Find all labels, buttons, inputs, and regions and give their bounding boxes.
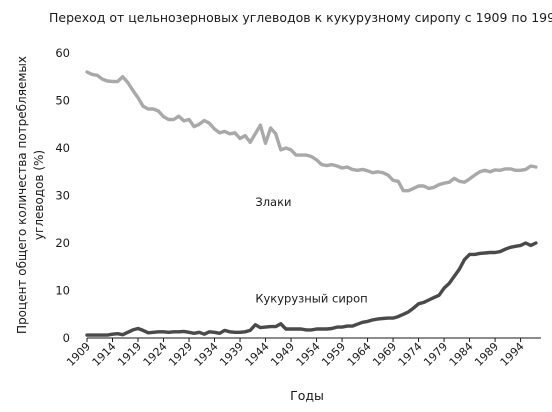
y-tick-label: 0 (63, 331, 70, 345)
x-tick-label: 1929 (166, 340, 195, 369)
y-tick-label: 30 (55, 189, 70, 203)
series-line-grains (85, 70, 538, 193)
y-axis-ticks: 0 10 20 30 40 50 60 (55, 46, 70, 345)
y-tick-label: 20 (55, 236, 70, 250)
y-tick-label: 60 (55, 46, 70, 60)
x-tick-label: 1914 (90, 340, 119, 369)
x-tick-label: 1944 (243, 340, 272, 369)
x-tick-label: 1979 (421, 340, 450, 369)
x-tick-label: 1974 (396, 340, 425, 369)
chart-title: Переход от цельнозерновых углеводов к ку… (49, 10, 552, 25)
series-line-corn-syrup (85, 241, 538, 337)
y-axis-label-line2: углеводов (%) (32, 150, 46, 240)
x-tick-label: 1934 (192, 340, 221, 369)
y-tick-label: 10 (55, 284, 70, 298)
x-tick-label: 1969 (370, 340, 399, 369)
x-axis-label: Годы (290, 388, 324, 403)
x-tick-label: 1959 (319, 340, 348, 369)
x-tick-label: 1989 (472, 340, 501, 369)
series-label-grains: Злаки (255, 195, 291, 209)
series-layer (85, 70, 538, 337)
y-tick-label: 50 (55, 94, 70, 108)
x-tick-label: 1964 (345, 340, 374, 369)
y-tick-label: 40 (55, 141, 70, 155)
y-axis-label-line1: Процент общего количества потребляемых (15, 56, 29, 334)
x-tick-label: 1994 (498, 340, 527, 369)
x-tick-label: 1939 (217, 340, 246, 369)
x-tick-label: 1954 (294, 340, 323, 369)
x-tick-label: 1919 (115, 340, 144, 369)
x-tick-label: 1984 (447, 340, 476, 369)
x-tick-label: 1949 (268, 340, 297, 369)
x-tick-label: 1924 (141, 340, 170, 369)
series-label-corn-syrup: Кукурузный сироп (255, 291, 367, 305)
series-labels: Злаки Кукурузный сироп (255, 195, 367, 305)
x-axis-ticks: 1909191419191924192919341939194419491954… (64, 338, 527, 369)
